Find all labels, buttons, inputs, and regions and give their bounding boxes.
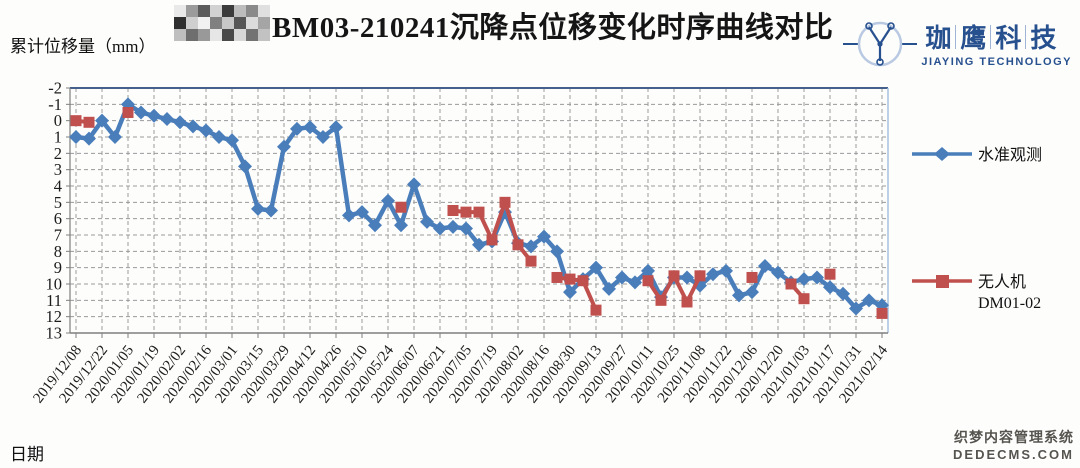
svg-text:12: 12 xyxy=(46,307,63,326)
svg-text:4: 4 xyxy=(54,177,62,196)
dedecms-watermark: 织梦内容管理系统 DEDECMS.COM xyxy=(953,427,1074,462)
legend-item-drone: 无人机 DM01-02 xyxy=(912,272,1041,314)
chart-svg: -2-10123456789101112132019/12/082019/12/… xyxy=(30,80,891,406)
legend-marker-diamond xyxy=(912,147,972,161)
watermark-line2: DEDECMS.COM xyxy=(953,447,1074,462)
legend-label-drone-line1: 无人机 xyxy=(978,274,1027,291)
y-axis-title: 累计位移量（mm） xyxy=(10,37,156,56)
svg-text:9: 9 xyxy=(54,258,62,277)
legend-label-drone-line2: DM01-02 xyxy=(978,295,1042,312)
svg-text:6: 6 xyxy=(54,209,62,228)
drone-rotor-icon xyxy=(843,21,918,67)
redaction-mosaic xyxy=(174,5,270,41)
svg-text:8: 8 xyxy=(54,242,62,261)
svg-text:3: 3 xyxy=(54,160,62,179)
company-logo: 珈 鹰 科 技 JIAYING TECHNOLOGY xyxy=(843,14,1072,72)
svg-text:0: 0 xyxy=(54,111,62,130)
watermark-line1: 织梦内容管理系统 xyxy=(954,429,1074,445)
svg-text:7: 7 xyxy=(54,226,62,245)
svg-text:1: 1 xyxy=(54,128,62,147)
svg-text:2: 2 xyxy=(54,144,62,163)
svg-text:5: 5 xyxy=(54,193,62,212)
legend-marker-square xyxy=(912,275,972,288)
logo-char-4: 技 xyxy=(1030,23,1057,53)
logo-name: 珈 鹰 科 技 xyxy=(921,18,1060,55)
legend-item-level-survey: 水准观测 xyxy=(912,145,1042,166)
svg-text:13: 13 xyxy=(46,324,63,343)
x-axis-title: 日期 xyxy=(10,445,44,464)
logo-subtitle: JIAYING TECHNOLOGY xyxy=(921,56,1072,68)
logo-char-3: 科 xyxy=(995,23,1022,53)
svg-text:-1: -1 xyxy=(48,95,62,114)
svg-text:11: 11 xyxy=(46,291,62,310)
title-row: BM03-210241沉降点位移变化时序曲线对比 xyxy=(0,0,1080,48)
logo-char-1: 珈 xyxy=(925,23,952,53)
legend-label-drone: 无人机 DM01-02 xyxy=(978,272,1041,314)
legend-label-level-survey: 水准观测 xyxy=(978,147,1043,164)
logo-char-2: 鹰 xyxy=(960,23,987,53)
page-title: BM03-210241沉降点位移变化时序曲线对比 xyxy=(272,12,834,44)
svg-text:-2: -2 xyxy=(48,80,62,98)
svg-text:10: 10 xyxy=(46,275,63,294)
